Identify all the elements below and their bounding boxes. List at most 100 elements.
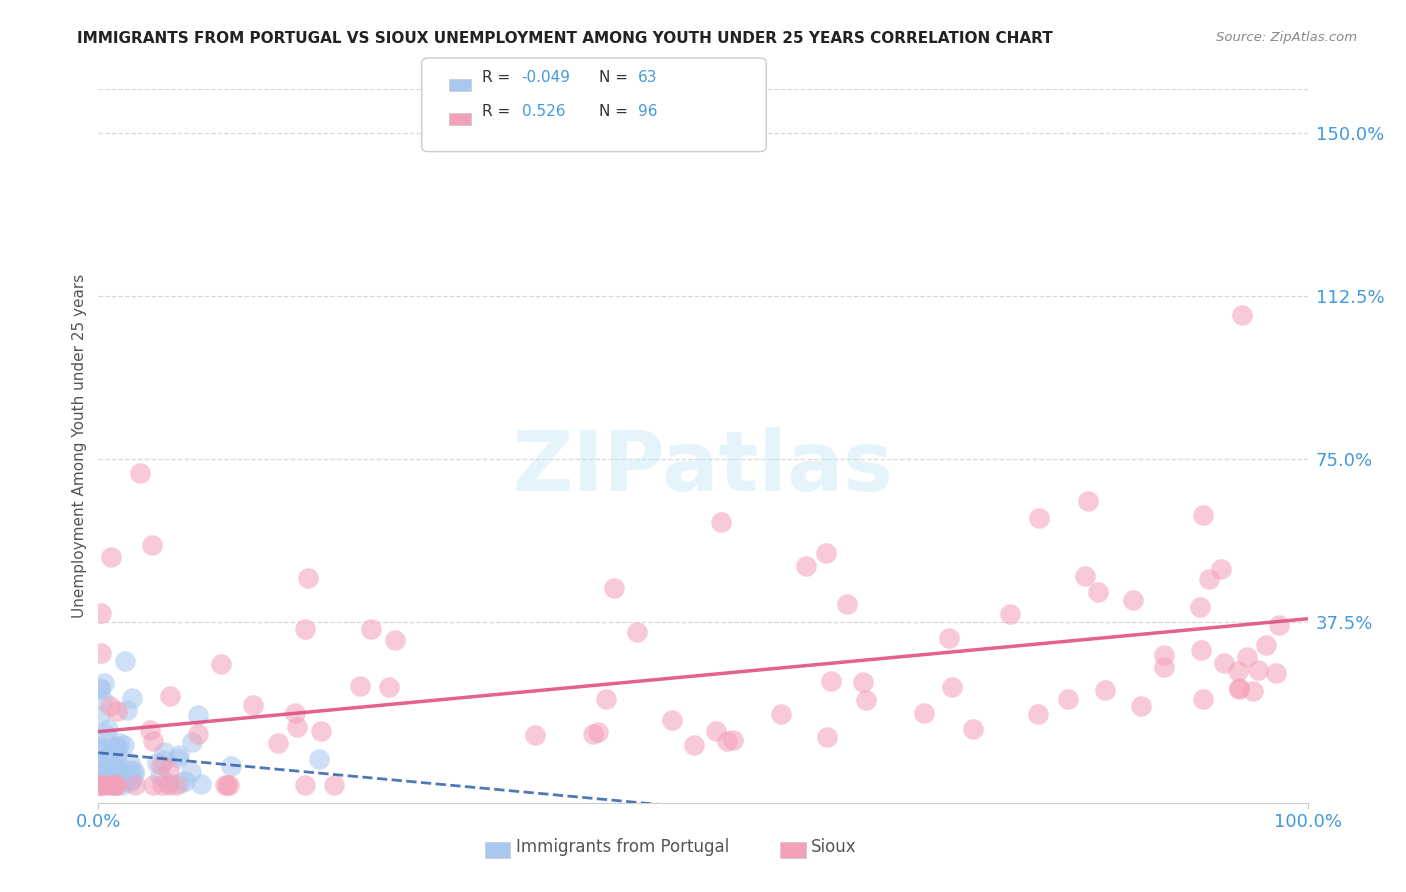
Point	[169, 776, 191, 790]
Point	[122, 764, 145, 778]
Point	[360, 623, 382, 637]
Point	[104, 778, 127, 792]
Point	[100, 746, 122, 760]
Point	[938, 631, 960, 645]
Point	[1056, 691, 1078, 706]
Point	[89, 758, 111, 772]
Point	[118, 774, 141, 789]
Text: N =: N =	[599, 70, 633, 85]
Point	[377, 681, 399, 695]
Point	[111, 778, 134, 792]
Point	[98, 777, 121, 791]
Point	[104, 778, 127, 792]
Text: IMMIGRANTS FROM PORTUGAL VS SIOUX UNEMPLOYMENT AMONG YOUTH UNDER 25 YEARS CORREL: IMMIGRANTS FROM PORTUGAL VS SIOUX UNEMPL…	[77, 31, 1053, 46]
Point	[112, 774, 135, 789]
Point	[962, 722, 984, 736]
Point	[214, 778, 236, 792]
Point	[93, 776, 115, 790]
Point	[91, 742, 114, 756]
Point	[716, 734, 738, 748]
Point	[141, 538, 163, 552]
Point	[157, 763, 180, 777]
Point	[90, 646, 112, 660]
Point	[186, 727, 208, 741]
Point	[108, 736, 131, 750]
Point	[153, 753, 176, 767]
Point	[149, 769, 172, 783]
Point	[1226, 664, 1249, 678]
Point	[218, 778, 240, 792]
Point	[97, 762, 120, 776]
Point	[769, 706, 792, 721]
Point	[941, 681, 963, 695]
Point	[1189, 643, 1212, 657]
Point	[661, 713, 683, 727]
Point	[121, 690, 143, 705]
Point	[107, 771, 129, 785]
Point	[94, 776, 117, 790]
Point	[90, 778, 112, 792]
Point	[114, 654, 136, 668]
Point	[1087, 585, 1109, 599]
Point	[1227, 681, 1250, 696]
Point	[181, 735, 204, 749]
Point	[595, 691, 617, 706]
Point	[586, 724, 609, 739]
Point	[1192, 691, 1215, 706]
Point	[142, 734, 165, 748]
Point	[1213, 656, 1236, 670]
Point	[93, 727, 115, 741]
Point	[89, 681, 111, 695]
Point	[93, 676, 115, 690]
Point	[855, 693, 877, 707]
Point	[152, 778, 174, 792]
Text: N =: N =	[599, 103, 633, 119]
Point	[384, 633, 406, 648]
Point	[139, 723, 162, 737]
Point	[105, 739, 128, 754]
Point	[104, 778, 127, 792]
Point	[1130, 699, 1153, 714]
Point	[103, 740, 125, 755]
Point	[122, 767, 145, 781]
Point	[124, 778, 146, 792]
Point	[98, 698, 121, 713]
Text: 0.526: 0.526	[522, 103, 565, 119]
Point	[89, 681, 111, 696]
Point	[1236, 650, 1258, 665]
Point	[103, 761, 125, 775]
Point	[1192, 508, 1215, 522]
Point	[1094, 683, 1116, 698]
Point	[108, 759, 131, 773]
Point	[100, 549, 122, 564]
Point	[582, 727, 605, 741]
Point	[87, 765, 110, 780]
Point	[142, 778, 165, 792]
Point	[626, 624, 648, 639]
Point	[129, 466, 152, 480]
Point	[683, 739, 706, 753]
Point	[190, 777, 212, 791]
Point	[101, 772, 124, 787]
Text: 63: 63	[638, 70, 658, 85]
Point	[156, 776, 179, 790]
Point	[89, 778, 111, 792]
Text: R =: R =	[482, 70, 516, 85]
Point	[97, 722, 120, 736]
Point	[100, 778, 122, 792]
Point	[852, 674, 875, 689]
Point	[217, 778, 239, 792]
Point	[145, 756, 167, 770]
Text: Immigrants from Portugal: Immigrants from Portugal	[516, 838, 730, 856]
Point	[167, 751, 190, 765]
Point	[242, 698, 264, 713]
Point	[1153, 648, 1175, 662]
Point	[180, 764, 202, 779]
Point	[814, 546, 837, 560]
Point	[100, 763, 122, 777]
Point	[94, 778, 117, 792]
Point	[87, 739, 110, 753]
Point	[998, 607, 1021, 621]
Point	[1268, 618, 1291, 632]
Point	[187, 708, 209, 723]
